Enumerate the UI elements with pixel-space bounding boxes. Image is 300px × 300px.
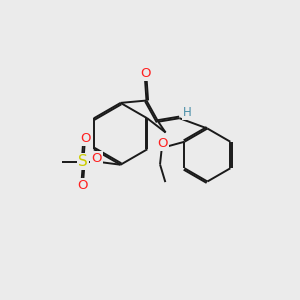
Text: S: S (78, 154, 88, 169)
Text: O: O (91, 152, 102, 165)
Text: O: O (140, 67, 151, 80)
Text: O: O (80, 132, 91, 145)
Text: O: O (77, 179, 88, 192)
Text: H: H (183, 106, 192, 119)
Text: O: O (158, 137, 168, 150)
